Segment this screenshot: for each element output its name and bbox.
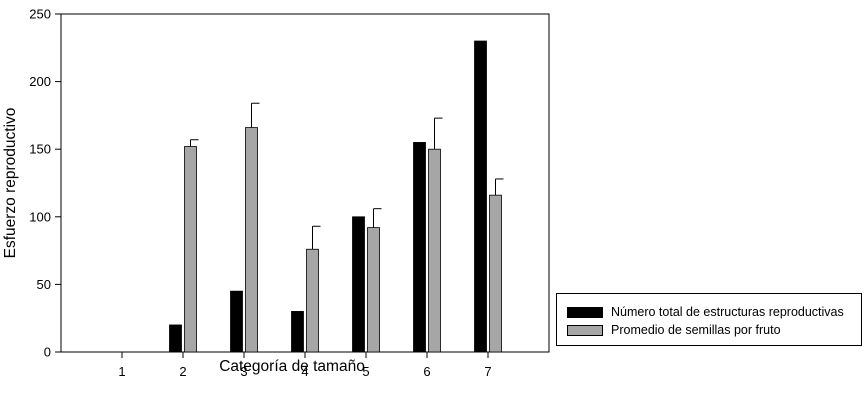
- y-axis: 0 50 100 150 200 250: [29, 7, 61, 360]
- bar-total: [291, 311, 304, 353]
- bar-total: [474, 40, 487, 353]
- x-tick-label: 7: [484, 364, 491, 379]
- legend-label-total: Número total de estructuras reproductiva…: [611, 305, 844, 319]
- bar-total: [230, 290, 243, 353]
- x-tick-label: 1: [118, 364, 125, 379]
- x-tick-label: 5: [362, 364, 369, 379]
- bar-promedio: [245, 127, 258, 353]
- x-axis-label: Categoría de tamaño: [219, 358, 365, 375]
- bar-total: [413, 142, 426, 353]
- legend-item-total: Número total de estructuras reproductiva…: [567, 304, 844, 320]
- y-tick-label: 250: [29, 7, 51, 22]
- bar-promedio: [367, 227, 380, 353]
- y-tick-label: 0: [44, 345, 51, 360]
- y-tick-label: 100: [29, 209, 51, 224]
- bar-promedio: [489, 194, 502, 353]
- legend-swatch-total: [567, 306, 603, 318]
- bars: [169, 40, 502, 353]
- x-tick-label: 6: [423, 364, 430, 379]
- x-tick-label: 3: [240, 364, 247, 379]
- y-tick-label: 150: [29, 142, 51, 157]
- legend: Número total de estructuras reproductiva…: [556, 293, 862, 346]
- legend-label-promedio: Promedio de semillas por fruto: [611, 323, 781, 337]
- bar-total: [352, 216, 365, 353]
- bar-total: [169, 324, 182, 353]
- legend-swatch-promedio: [567, 324, 603, 336]
- x-tick-label: 4: [301, 364, 308, 379]
- error-bars: [190, 102, 504, 250]
- bar-promedio: [306, 248, 319, 353]
- y-axis-label: Esfuerzo reproductivo: [2, 108, 19, 259]
- legend-item-promedio: Promedio de semillas por fruto: [567, 322, 781, 338]
- x-axis: 1 2 3 4 5 6 7: [118, 352, 492, 379]
- y-tick-label: 50: [37, 277, 51, 292]
- y-tick-label: 200: [29, 74, 51, 89]
- bar-promedio: [184, 146, 197, 353]
- x-tick-label: 2: [179, 364, 186, 379]
- bar-promedio: [428, 148, 441, 353]
